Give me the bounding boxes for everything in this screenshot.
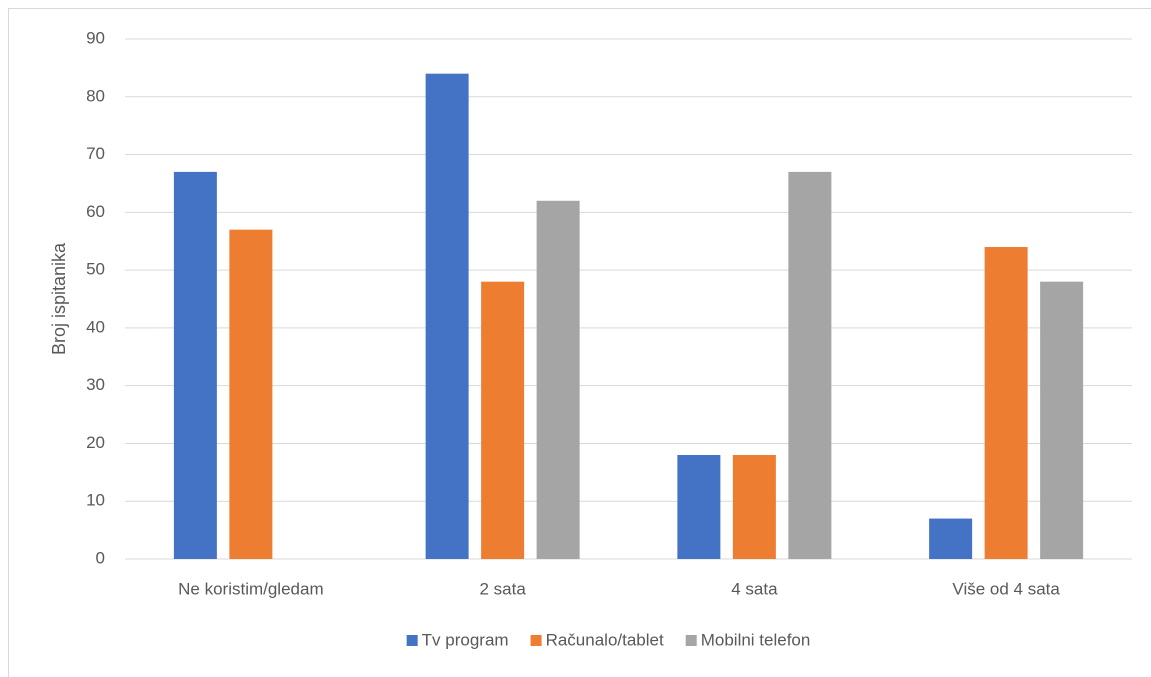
- y-tick-label: 60: [86, 202, 105, 221]
- bar: [481, 281, 525, 559]
- chart-border: [8, 8, 1151, 677]
- y-tick-label: 40: [86, 317, 105, 336]
- y-tick-label: 90: [86, 28, 105, 47]
- bar: [677, 455, 721, 559]
- bar: [425, 73, 469, 560]
- y-tick-label: 0: [96, 548, 105, 567]
- x-tick-label: Više od 4 sata: [952, 579, 1060, 598]
- legend-label: Tv program: [422, 630, 509, 649]
- bar: [984, 247, 1028, 559]
- x-tick-label: Ne koristim/gledam: [178, 579, 324, 598]
- bar: [229, 229, 273, 559]
- bar: [732, 455, 776, 559]
- y-tick-label: 20: [86, 433, 105, 452]
- bar: [788, 171, 832, 559]
- y-tick-label: 80: [86, 86, 105, 105]
- y-tick-label: 10: [86, 491, 105, 510]
- y-tick-label: 50: [86, 260, 105, 279]
- y-tick-label: 70: [86, 144, 105, 163]
- bar: [929, 518, 973, 559]
- x-tick-label: 2 sata: [479, 579, 526, 598]
- legend-swatch: [685, 635, 697, 646]
- bar: [1040, 281, 1084, 559]
- bar: [536, 200, 580, 559]
- y-axis-label: Broj ispitanika: [49, 242, 69, 355]
- legend-swatch: [406, 635, 418, 646]
- x-tick-label: 4 sata: [731, 579, 778, 598]
- bar: [173, 171, 217, 559]
- y-tick-label: 30: [86, 375, 105, 394]
- legend-label: Računalo/tablet: [546, 630, 664, 649]
- legend-swatch: [530, 635, 542, 646]
- legend-label: Mobilni telefon: [701, 630, 811, 649]
